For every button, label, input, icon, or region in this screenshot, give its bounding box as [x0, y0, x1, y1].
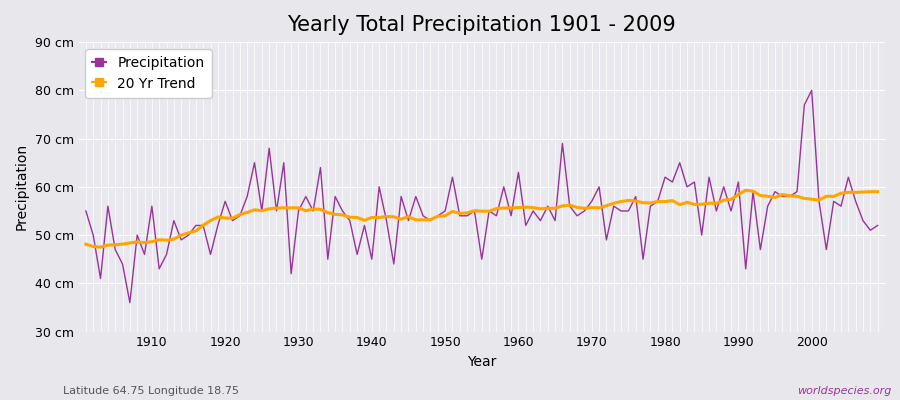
Title: Yearly Total Precipitation 1901 - 2009: Yearly Total Precipitation 1901 - 2009 — [287, 15, 676, 35]
Legend: Precipitation, 20 Yr Trend: Precipitation, 20 Yr Trend — [86, 49, 212, 98]
20 Yr Trend — [513, 205, 524, 210]
Text: worldspecies.org: worldspecies.org — [796, 386, 891, 396]
20 Yr Trend — [520, 205, 531, 210]
20 Yr Trend — [95, 245, 106, 250]
20 Yr Trend — [80, 242, 91, 247]
X-axis label: Year: Year — [467, 355, 497, 369]
Precipitation — [352, 252, 363, 257]
Line: 20 Yr Trend: 20 Yr Trend — [86, 190, 878, 247]
20 Yr Trend — [352, 215, 363, 220]
Precipitation — [124, 300, 135, 305]
Precipitation — [520, 223, 531, 228]
Line: Precipitation: Precipitation — [86, 90, 878, 303]
Precipitation — [147, 204, 158, 208]
Precipitation — [80, 208, 91, 213]
Precipitation — [513, 170, 524, 175]
Precipitation — [806, 88, 817, 93]
20 Yr Trend — [147, 239, 158, 244]
20 Yr Trend — [308, 207, 319, 212]
Text: Latitude 64.75 Longitude 18.75: Latitude 64.75 Longitude 18.75 — [63, 386, 239, 396]
Precipitation — [308, 208, 319, 213]
Precipitation — [608, 204, 619, 208]
20 Yr Trend — [608, 201, 619, 206]
20 Yr Trend — [872, 189, 883, 194]
20 Yr Trend — [741, 188, 751, 193]
Precipitation — [872, 223, 883, 228]
Y-axis label: Precipitation: Precipitation — [15, 143, 29, 230]
